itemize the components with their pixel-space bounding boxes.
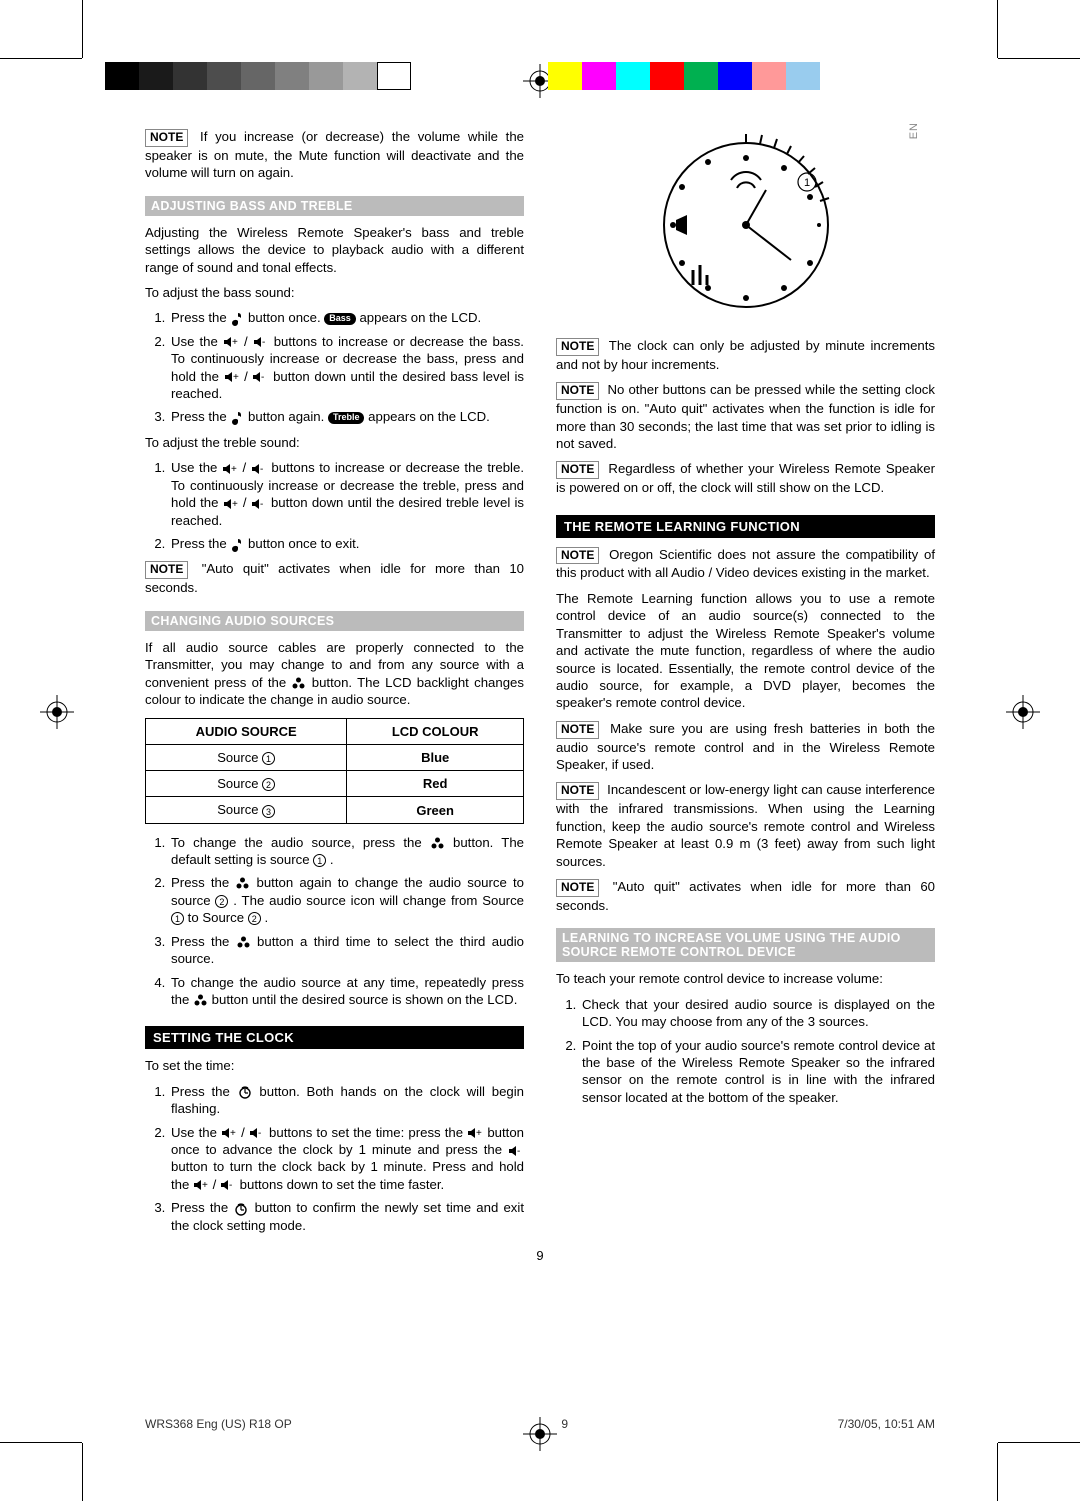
learn-intro: To teach your remote control device to i… xyxy=(556,970,935,987)
svg-text:+: + xyxy=(231,464,237,475)
music-note-icon xyxy=(231,411,243,425)
svg-text:-: - xyxy=(258,1128,261,1139)
source-icon xyxy=(194,994,207,1007)
bass-intro: Adjusting the Wireless Remote Speaker's … xyxy=(145,224,524,276)
volume-up-icon: + xyxy=(468,1127,482,1139)
volume-down-icon: - xyxy=(253,371,267,383)
treble-label: To adjust the treble sound: xyxy=(145,434,524,451)
volume-down-icon: - xyxy=(252,498,266,510)
note-label: NOTE xyxy=(145,129,188,147)
svg-text:+: + xyxy=(232,499,238,510)
treble-steps: Use the + / - buttons to increase or dec… xyxy=(145,459,524,552)
footer-page: 9 xyxy=(561,1417,568,1431)
heading-bass-treble: ADJUSTING BASS AND TREBLE xyxy=(145,196,524,216)
clock-steps: Press the button. Both hands on the cloc… xyxy=(145,1083,524,1234)
volume-up-icon: + xyxy=(224,336,238,348)
note-mute: NOTE If you increase (or decrease) the v… xyxy=(145,128,524,182)
volume-down-icon: - xyxy=(254,336,268,348)
note-label: NOTE xyxy=(556,547,599,565)
note-label: NOTE xyxy=(556,461,599,479)
svg-text:-: - xyxy=(229,1180,232,1191)
note-label: NOTE xyxy=(556,879,599,897)
note-autoquit-10: NOTE "Auto quit" activates when idle for… xyxy=(145,560,524,596)
treble-badge-icon: Treble xyxy=(328,412,365,424)
footer-filename: WRS368 Eng (US) R18 OP xyxy=(145,1417,292,1431)
clock-icon xyxy=(234,1202,248,1216)
note-autoquit-60: NOTE "Auto quit" activates when idle for… xyxy=(556,878,935,914)
registration-mark-icon xyxy=(1006,695,1040,729)
svg-text:-: - xyxy=(260,499,263,510)
svg-text:-: - xyxy=(262,337,265,348)
heading-setting-clock: SETTING THE CLOCK xyxy=(145,1026,524,1049)
clock-illustration-icon: 1 xyxy=(631,120,861,320)
source-icon xyxy=(237,936,250,949)
svg-text:+: + xyxy=(230,1128,236,1139)
heading-remote-learning: THE REMOTE LEARNING FUNCTION xyxy=(556,515,935,538)
right-column: 1 NOTE The clock can only be adjusted by… xyxy=(556,120,935,1240)
note-power: NOTE Regardless of whether your Wireless… xyxy=(556,460,935,496)
source-icon xyxy=(431,837,444,850)
footer-timestamp: 7/30/05, 10:51 AM xyxy=(838,1417,935,1431)
clock-label: To set the time: xyxy=(145,1057,524,1074)
note-label: NOTE xyxy=(556,782,599,800)
clock-figure: 1 xyxy=(556,120,935,323)
registration-mark-icon xyxy=(40,695,74,729)
svg-text:-: - xyxy=(517,1146,520,1157)
volume-down-icon: - xyxy=(252,463,266,475)
volume-up-icon: + xyxy=(225,371,239,383)
source-icon xyxy=(236,877,249,890)
music-note-icon xyxy=(231,538,243,552)
svg-text:+: + xyxy=(476,1128,482,1139)
heading-learning: LEARNING TO INCREASE VOLUME USING THE AU… xyxy=(556,928,935,962)
remote-para: The Remote Learning function allows you … xyxy=(556,590,935,712)
note-label: NOTE xyxy=(556,338,599,356)
volume-down-icon: - xyxy=(250,1127,264,1139)
note-minute: NOTE The clock can only be adjusted by m… xyxy=(556,337,935,373)
music-note-icon xyxy=(231,312,243,326)
document-page: NOTE If you increase (or decrease) the v… xyxy=(145,120,935,1263)
clock-icon xyxy=(238,1085,252,1099)
audio-source-table: AUDIO SOURCELCD COLOUR Source 1Blue Sour… xyxy=(145,718,524,823)
volume-up-icon: + xyxy=(224,498,238,510)
bass-badge-icon: Bass xyxy=(324,313,356,325)
note-label: NOTE xyxy=(556,382,599,400)
svg-text:+: + xyxy=(202,1180,208,1191)
volume-down-icon: - xyxy=(221,1179,235,1191)
source-icon xyxy=(292,677,305,690)
sources-intro: If all audio source cables are properly … xyxy=(145,639,524,709)
note-compat: NOTE Oregon Scientific does not assure t… xyxy=(556,546,935,582)
svg-text:-: - xyxy=(261,372,264,383)
volume-up-icon: + xyxy=(194,1179,208,1191)
bass-steps: Press the button once. Bass appears on t… xyxy=(145,309,524,426)
source-steps: To change the audio source, press the bu… xyxy=(145,834,524,1009)
footer: WRS368 Eng (US) R18 OP 9 7/30/05, 10:51 … xyxy=(145,1417,935,1431)
bass-label: To adjust the bass sound: xyxy=(145,284,524,301)
color-bars xyxy=(548,62,820,90)
volume-up-icon: + xyxy=(222,1127,236,1139)
note-nobuttons: NOTE No other buttons can be pressed whi… xyxy=(556,381,935,452)
svg-text:-: - xyxy=(260,464,263,475)
heading-audio-sources: CHANGING AUDIO SOURCES xyxy=(145,611,524,631)
svg-text:+: + xyxy=(233,372,239,383)
page-number: 9 xyxy=(145,1248,935,1263)
svg-text:1: 1 xyxy=(803,177,809,189)
note-light: NOTE Incandescent or low-energy light ca… xyxy=(556,781,935,870)
note-label: NOTE xyxy=(556,721,599,739)
grayscale-bars xyxy=(105,62,411,90)
volume-down-icon: - xyxy=(509,1145,523,1157)
svg-text:+: + xyxy=(232,337,238,348)
learn-steps: Check that your desired audio source is … xyxy=(556,996,935,1107)
left-column: NOTE If you increase (or decrease) the v… xyxy=(145,120,524,1240)
note-batteries: NOTE Make sure you are using fresh batte… xyxy=(556,720,935,774)
note-label: NOTE xyxy=(145,561,188,579)
volume-up-icon: + xyxy=(223,463,237,475)
